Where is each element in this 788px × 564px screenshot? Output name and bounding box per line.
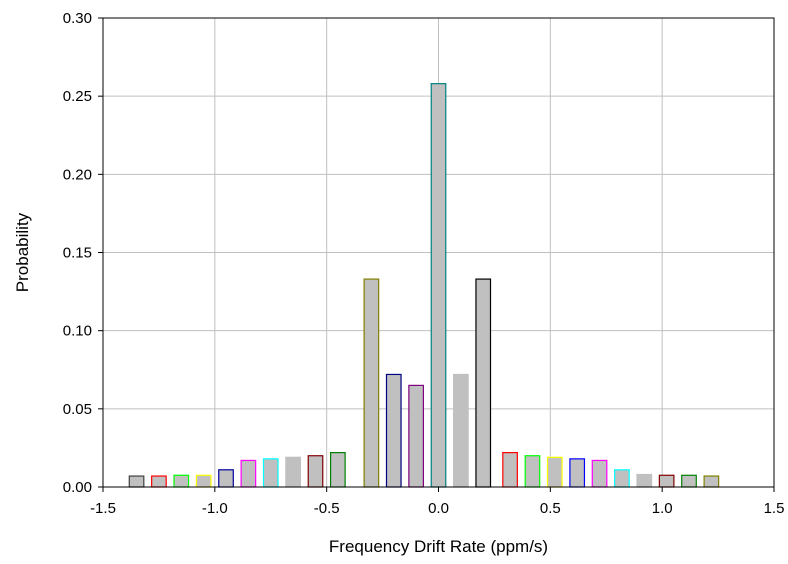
histogram-bar (703, 475, 720, 488)
histogram-bar (591, 459, 608, 488)
histogram-bar (329, 452, 346, 488)
x-axis-ticks: -1.5 -1.0 -0.5 0.0 0.5 1.0 1.5 (90, 487, 784, 517)
x-axis-title: Frequency Drift Rate (ppm/s) (329, 537, 548, 556)
histogram-bar (307, 455, 324, 488)
histogram-bar (502, 452, 518, 488)
y-tick-label: 0.25 (63, 88, 92, 105)
histogram-bar (524, 455, 541, 488)
y-tick-label: 0.10 (63, 323, 92, 340)
x-tick-label: 1.5 (764, 500, 785, 517)
histogram-bar (475, 278, 492, 488)
y-tick-label: 0.20 (63, 166, 92, 183)
x-tick-label: 1.0 (652, 500, 673, 517)
histogram-bar (363, 278, 380, 488)
histogram-bar (430, 83, 447, 488)
histogram-bar (385, 373, 402, 488)
bars (128, 83, 720, 488)
histogram-bar (285, 456, 301, 488)
x-tick-label: 0.5 (540, 500, 561, 517)
histogram-bar (658, 474, 675, 488)
y-axis-ticks: 0.00 0.05 0.10 0.15 0.20 0.25 0.30 (63, 10, 103, 496)
histogram-bar (218, 469, 234, 488)
histogram-bar (408, 384, 425, 488)
y-axis-title: Probability (13, 212, 32, 292)
histogram-bar (151, 475, 167, 488)
histogram-bar (240, 459, 257, 488)
histogram-bar (636, 473, 653, 488)
histogram-bar (128, 475, 145, 488)
y-tick-label: 0.30 (63, 10, 92, 27)
histogram-bar (569, 458, 586, 488)
histogram-bar (262, 458, 279, 488)
histogram-bar (195, 474, 212, 488)
x-tick-label: -1.0 (202, 500, 228, 517)
x-tick-label: -0.5 (314, 500, 340, 517)
y-tick-label: 0.05 (63, 401, 92, 418)
histogram-bar (681, 474, 697, 488)
histogram-bar (546, 456, 563, 488)
x-tick-label: 0.0 (428, 500, 449, 517)
x-tick-label: -1.5 (90, 500, 116, 517)
y-tick-label: 0.15 (63, 245, 92, 262)
histogram-bar (452, 373, 469, 488)
histogram-bar (614, 469, 630, 488)
histogram-bar (173, 474, 190, 488)
y-tick-label: 0.00 (63, 479, 92, 496)
